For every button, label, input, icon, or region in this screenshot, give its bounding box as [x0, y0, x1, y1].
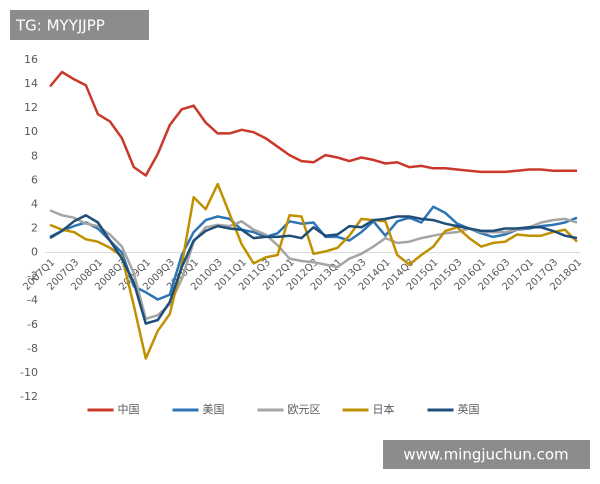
watermark-box — [383, 440, 590, 469]
legend-label: 日本 — [373, 402, 395, 416]
y-tick-label: -10 — [20, 366, 38, 379]
legend-label: 美国 — [203, 403, 225, 416]
y-tick-label: -2 — [27, 270, 38, 283]
y-tick-label: 12 — [24, 101, 38, 114]
y-tick-label: -8 — [27, 342, 38, 355]
y-tick-label: 14 — [24, 77, 38, 90]
y-tick-label: 2 — [31, 222, 38, 235]
legend-label: 欧元区 — [288, 403, 321, 416]
watermark-text: www.mingjuchun.com — [403, 446, 568, 464]
y-tick-label: -4 — [27, 294, 38, 307]
y-tick-label: 6 — [31, 173, 38, 186]
watermark-box — [10, 10, 149, 40]
y-tick-label: -12 — [20, 390, 38, 403]
series-line — [49, 214, 578, 325]
legend-label: 中国 — [118, 403, 140, 416]
y-tick-label: 0 — [31, 246, 38, 259]
watermark-text: TG: MYYJJPP — [15, 17, 105, 35]
y-tick-label: 8 — [31, 149, 38, 162]
y-tick-label: 10 — [24, 125, 38, 138]
legend-label: 英国 — [458, 402, 480, 416]
series-line — [49, 70, 577, 177]
series-line — [49, 182, 578, 360]
y-tick-label: 4 — [31, 197, 38, 210]
y-tick-label: -6 — [27, 318, 38, 331]
y-tick-label: 16 — [24, 53, 38, 66]
